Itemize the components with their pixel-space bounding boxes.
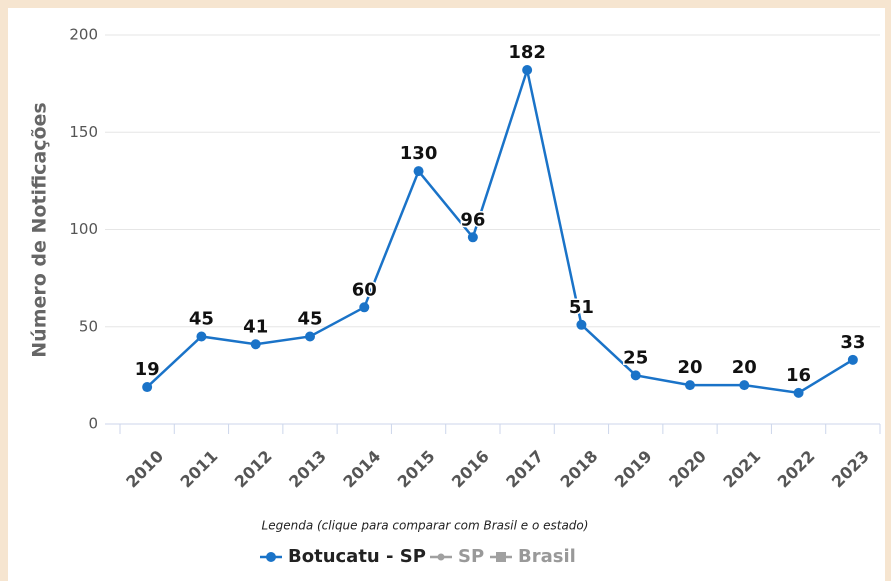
point [467,232,478,243]
x-tick-label: 2019 [611,447,656,492]
x-tick-label: 2016 [448,447,493,492]
x-tick-label: 2011 [177,447,222,492]
x-tick-label: 2021 [719,447,764,492]
point [142,382,153,393]
data-label: 41 [243,316,268,337]
x-tick-label: 2022 [774,447,819,492]
x-tick-label: 2014 [339,447,384,492]
point [359,302,370,313]
data-label: 33 [840,332,865,353]
x-tick-label: 2012 [231,447,276,492]
point [685,380,695,391]
x-tick-label: 2020 [665,447,710,492]
x-tick-label: 2015 [394,447,439,492]
data-label: 182 [508,42,546,63]
legend-label: SP [458,546,484,567]
data-label: 51 [569,297,594,318]
legend-item[interactable]: SP [430,546,484,567]
panel [8,8,885,581]
x-tick-label: 2017 [502,447,547,492]
legend-symbol [496,552,506,562]
point [305,331,315,342]
legend-symbol [266,552,276,562]
y-tick-label: 50 [79,317,98,335]
point [793,387,804,398]
data-label: 45 [297,308,322,329]
point [196,331,207,342]
x-tick-label: 2018 [557,447,602,492]
legend-item[interactable]: Brasil [490,546,576,567]
data-label: 45 [189,308,214,329]
data-label: 16 [786,365,811,386]
legend-label: Botucatu - SP [288,546,426,567]
legend-label: Brasil [518,546,576,567]
point [413,166,424,177]
data-label: 130 [400,143,438,164]
point [576,319,587,330]
data-label: 96 [460,209,485,230]
legend-title: Legenda (clique para comparar com Brasil… [262,519,589,533]
point [847,354,858,365]
data-label: 20 [677,357,702,378]
point [250,339,261,350]
point [522,65,533,76]
y-tick-label: 100 [69,220,98,238]
y-tick-label: 0 [88,415,98,433]
data-label: 25 [623,347,648,368]
legend-item[interactable]: Botucatu - SP [260,546,426,567]
x-tick-label: 2010 [122,447,167,492]
data-label: 19 [135,359,160,380]
y-axis-label: Número de Notificações [29,102,51,357]
line [146,65,854,395]
data-label: 60 [352,279,377,300]
legend-symbol [437,553,445,561]
y-tick-label: 200 [69,26,98,44]
x-tick-label: 2023 [828,447,873,492]
point [630,370,641,381]
x-tick-label: 2013 [285,447,330,492]
data-label: 20 [732,357,757,378]
point [739,380,750,391]
y-tick-label: 150 [69,123,98,141]
